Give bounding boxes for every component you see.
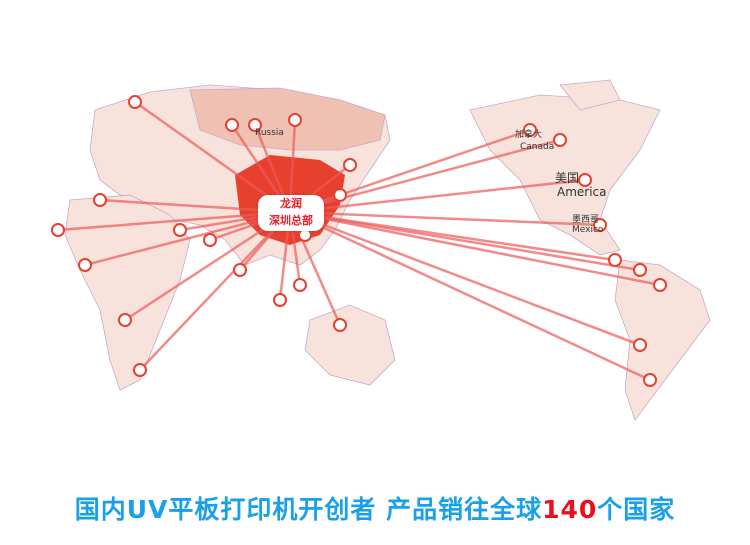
location-pin-icon (203, 233, 217, 247)
location-pin-icon (118, 313, 132, 327)
route-line (289, 210, 641, 272)
label-canada-en: Canada (520, 142, 555, 152)
route-line (84, 210, 291, 267)
route-line (289, 210, 651, 382)
hub-line2: 深圳总部 (269, 214, 313, 227)
route-line (57, 210, 291, 232)
location-pin-icon (233, 263, 247, 277)
label-mexico-cn: 墨西哥 (572, 215, 600, 225)
location-pin-icon (78, 258, 92, 272)
route-line (124, 210, 291, 322)
location-pin-icon (578, 173, 592, 187)
route-line (134, 100, 291, 214)
location-pin-icon (633, 263, 647, 277)
location-pin-icon (333, 318, 347, 332)
location-pin-icon (333, 188, 347, 202)
location-pin-icon (523, 123, 537, 137)
slogan-number: 140 (542, 495, 598, 524)
shenzhen-headquarters-badge: 龙润 深圳总部 (258, 195, 324, 231)
location-pin-icon (288, 113, 302, 127)
slogan-suffix: 个国家 (597, 495, 676, 524)
label-mexico-en: Mexico (572, 225, 604, 235)
location-pin-icon (173, 223, 187, 237)
label-russia: Russia (255, 128, 284, 138)
location-pin-icon (133, 363, 147, 377)
location-pin-icon (593, 218, 607, 232)
greenland-landmass (559, 79, 621, 111)
slogan-banner: 国内UV平板打印机开创者 产品销往全球140个国家 (0, 490, 750, 526)
location-pin-icon (128, 95, 142, 109)
location-pin-icon (643, 373, 657, 387)
route-line (139, 211, 291, 371)
route-line (289, 210, 661, 287)
location-pin-icon (653, 278, 667, 292)
location-pin-icon (293, 278, 307, 292)
location-pin-icon (273, 293, 287, 307)
label-usa-en: America (557, 185, 607, 199)
location-pin-icon (225, 118, 239, 132)
world-map (51, 79, 711, 421)
australia-landmass (304, 304, 396, 386)
south-america-landmass (614, 259, 711, 421)
location-pin-icon (248, 118, 262, 132)
location-pin-icon (633, 338, 647, 352)
africa-landmass (64, 194, 191, 391)
location-pin-icon (608, 253, 622, 267)
label-usa-cn: 美国 (555, 171, 580, 185)
label-canada-cn: 加拿大 (515, 130, 543, 140)
route-line (289, 210, 641, 347)
route-line (289, 210, 601, 227)
location-pin-icon (93, 193, 107, 207)
route-line (289, 178, 586, 214)
route-line (289, 138, 561, 214)
location-pin-icon (343, 158, 357, 172)
location-pin-icon (553, 133, 567, 147)
hub-line1: 龙润 (280, 197, 302, 210)
location-pin-icon (51, 223, 65, 237)
route-line (289, 128, 531, 214)
slogan-text: 国内UV平板打印机开创者 产品销往全球 (74, 495, 543, 524)
